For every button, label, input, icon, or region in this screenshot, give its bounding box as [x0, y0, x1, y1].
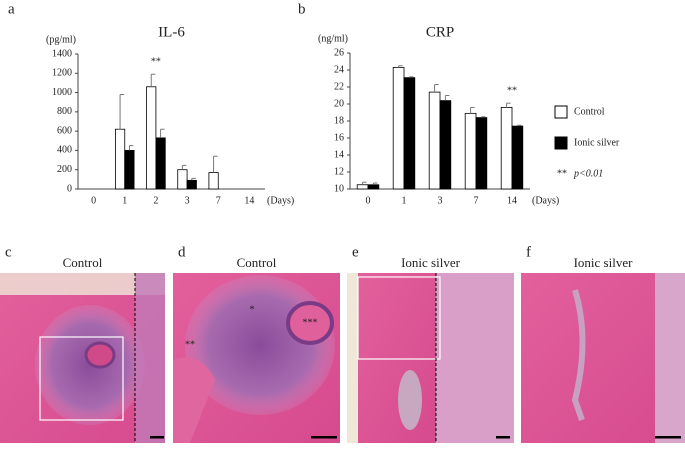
y-tick-label: 400 [57, 145, 72, 156]
x-tick-label: 7 [216, 195, 221, 206]
y-tick-label: 200 [57, 164, 72, 175]
bar [428, 91, 441, 190]
panel-letter: c [5, 244, 12, 260]
annotation: *** [303, 317, 318, 328]
bar [115, 128, 126, 190]
panel-letter: a [8, 1, 15, 17]
y-tick-label: 14 [334, 149, 344, 160]
y-tick-label: 16 [334, 132, 344, 143]
bar [464, 112, 477, 190]
x-tick-label: 14 [244, 195, 254, 206]
bar [208, 172, 219, 190]
y-tick-label: 1400 [52, 48, 72, 59]
x-axis-label: (Days) [532, 195, 559, 206]
bar [146, 86, 157, 190]
x-tick-label: 3 [438, 195, 443, 206]
panel-title: Ionic silver [574, 255, 634, 270]
y-tick-label: 1000 [52, 87, 72, 98]
y-axis-label: (ng/ml) [318, 33, 348, 44]
y-tick-label: 26 [334, 47, 344, 58]
panel-title: Ionic silver [401, 255, 461, 270]
y-tick-label: 1200 [52, 68, 72, 79]
legend-label: Control [574, 106, 605, 117]
bar [177, 169, 188, 190]
x-axis-label: (Days) [267, 195, 294, 206]
legend-swatch [554, 105, 568, 119]
x-tick-label: 2 [153, 195, 158, 206]
x-tick-label: 0 [366, 195, 371, 206]
x-tick-label: 1 [402, 195, 407, 206]
panel-letter: e [352, 244, 359, 260]
bar [500, 107, 513, 190]
panel-title: Control [63, 255, 103, 270]
note-text: p<0.01 [573, 168, 603, 179]
y-axis-label: (pg/ml) [46, 34, 76, 45]
bar [392, 67, 405, 190]
bar [367, 184, 380, 190]
x-tick-label: 7 [474, 195, 479, 206]
y-tick-label: 18 [334, 115, 344, 126]
legend-label: Ionic silver [574, 137, 620, 148]
chart-title: IL-6 [158, 24, 185, 40]
chart-title: CRP [426, 24, 454, 40]
annotation: ** [185, 339, 195, 350]
panel-letter: b [298, 1, 306, 17]
histology-e [347, 273, 514, 443]
panel-letter: d [178, 244, 186, 260]
bar [403, 77, 416, 190]
y-tick-label: 22 [334, 81, 344, 92]
annotation: ** [151, 57, 161, 68]
y-tick-label: 600 [57, 125, 72, 136]
histology-c [0, 273, 165, 443]
y-tick-label: 800 [57, 106, 72, 117]
bar [475, 117, 488, 190]
x-tick-label: 14 [507, 195, 517, 206]
panel-letter: f [526, 244, 531, 260]
y-tick-label: 12 [334, 166, 344, 177]
bar [356, 184, 369, 190]
y-tick-label: 0 [67, 183, 72, 194]
y-tick-label: 10 [334, 183, 344, 194]
annotation: * [250, 304, 255, 315]
histology-f [521, 273, 685, 443]
x-tick-label: 0 [91, 195, 96, 206]
bar [124, 150, 135, 190]
bar [439, 100, 452, 190]
legend-swatch [554, 136, 568, 150]
bar [186, 179, 197, 190]
x-tick-label: 3 [185, 195, 190, 206]
annotation: ** [507, 85, 517, 96]
panel-title: Control [237, 255, 277, 270]
x-tick-label: 1 [122, 195, 127, 206]
note-stars: ** [557, 168, 567, 179]
bar [155, 137, 166, 190]
y-tick-label: 20 [334, 98, 344, 109]
y-tick-label: 24 [334, 64, 344, 75]
histology-d [173, 273, 340, 443]
bar [511, 125, 524, 190]
